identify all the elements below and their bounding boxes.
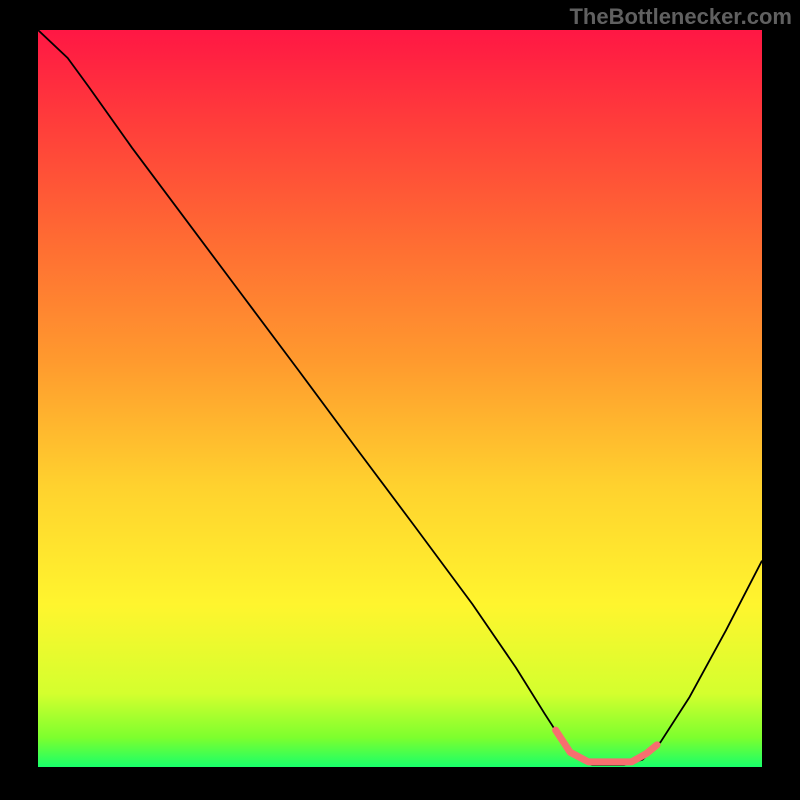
plot-area — [38, 30, 762, 767]
chart-container: TheBottlenecker.com — [0, 0, 800, 800]
chart-svg — [38, 30, 762, 767]
watermark-text: TheBottlenecker.com — [569, 4, 792, 30]
gradient-background — [38, 30, 762, 767]
